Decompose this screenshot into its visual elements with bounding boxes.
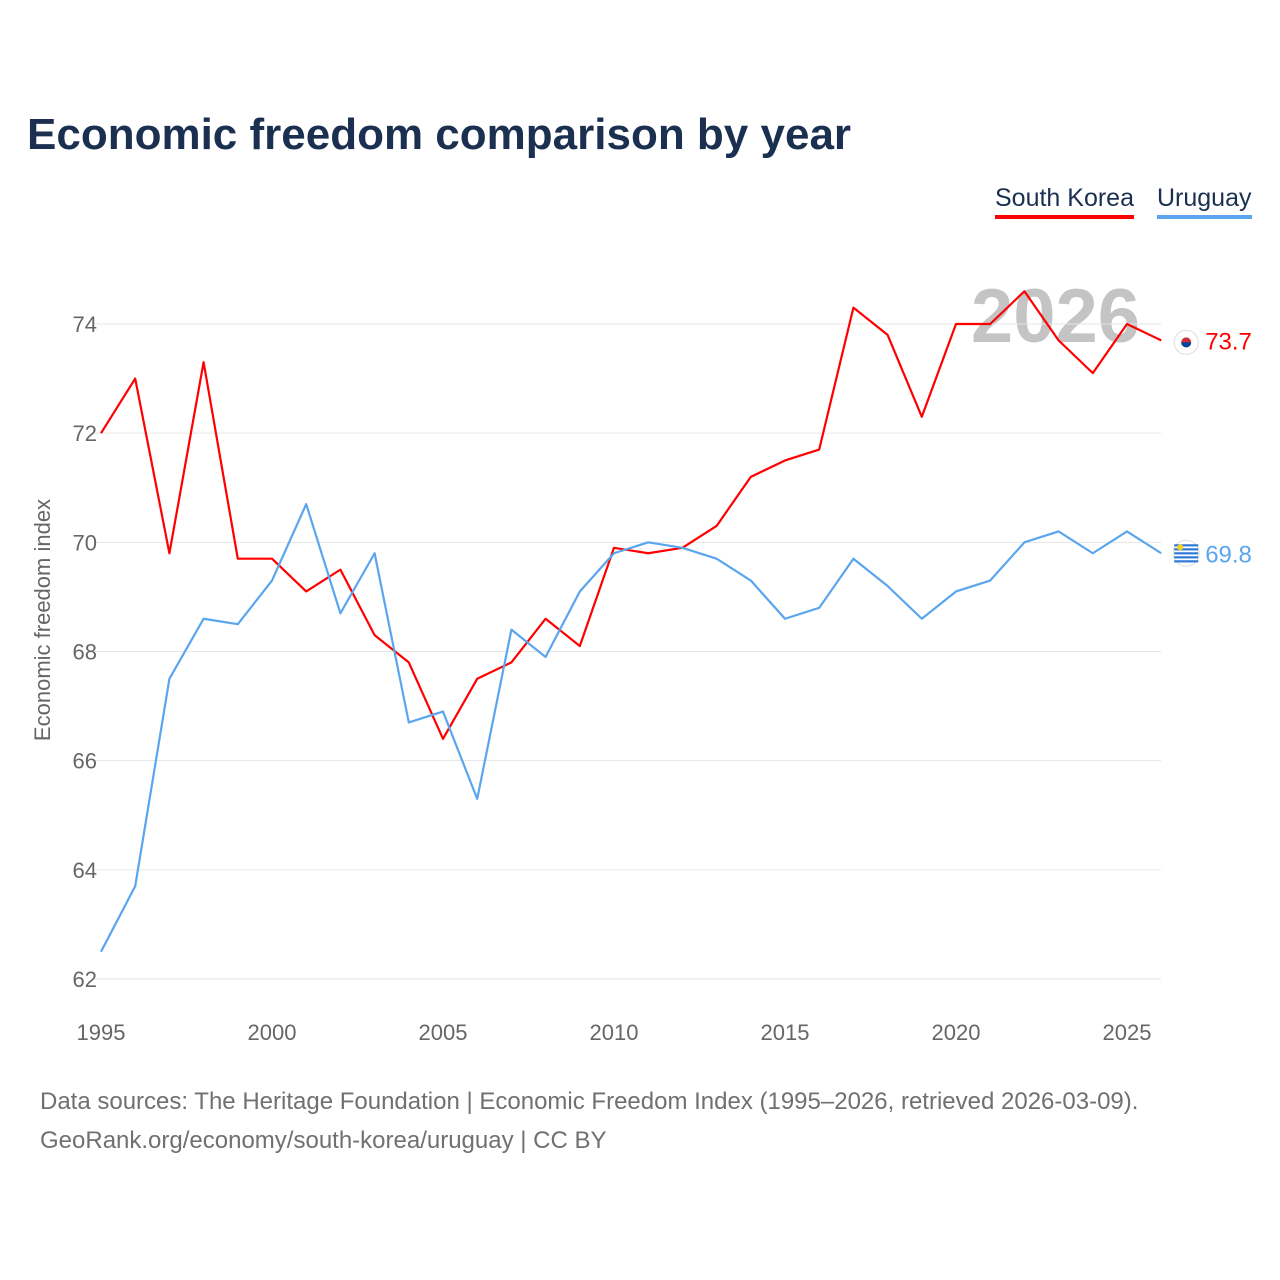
uruguay-flag-icon <box>1174 544 1199 547</box>
uruguay-flag-icon <box>1177 544 1184 551</box>
series-line-south-korea <box>100 290 1162 740</box>
y-tick-label: 64 <box>73 858 97 883</box>
x-tick-label: 2020 <box>932 1020 981 1045</box>
end-value-label: 69.8 <box>1205 541 1252 568</box>
y-tick-label: 62 <box>73 967 97 992</box>
uruguay-flag-icon <box>1174 560 1199 563</box>
x-tick-label: 2005 <box>419 1020 468 1045</box>
y-tick-label: 70 <box>73 530 97 555</box>
legend-south-korea[interactable]: South Korea <box>995 184 1134 219</box>
x-tick-label: 2000 <box>248 1020 297 1045</box>
x-tick-label: 2010 <box>590 1020 639 1045</box>
x-tick-label: 2025 <box>1103 1020 1152 1045</box>
footer-sources: Data sources: The Heritage Foundation | … <box>40 1088 1139 1115</box>
uruguay-flag-icon <box>1174 556 1199 559</box>
x-tick-label: 2015 <box>761 1020 810 1045</box>
y-axis-label: Economic freedom index <box>30 499 55 741</box>
y-tick-label: 74 <box>73 312 97 337</box>
south-korea-flag-icon <box>1181 342 1192 348</box>
series-line-uruguay <box>100 503 1162 953</box>
footer-link[interactable]: GeoRank.org/economy/south-korea/uruguay … <box>40 1127 607 1154</box>
x-tick-label: 1995 <box>77 1020 126 1045</box>
legend-uruguay[interactable]: Uruguay <box>1157 184 1252 219</box>
y-tick-label: 66 <box>73 749 97 774</box>
uruguay-flag-icon <box>1174 552 1199 555</box>
uruguay-flag-icon <box>1174 548 1199 551</box>
year-watermark: 2026 <box>971 274 1140 359</box>
y-tick-label: 72 <box>73 421 97 446</box>
end-value-label: 73.7 <box>1205 328 1252 355</box>
y-tick-label: 68 <box>73 640 97 665</box>
chart-title: Economic freedom comparison by year <box>27 110 852 159</box>
